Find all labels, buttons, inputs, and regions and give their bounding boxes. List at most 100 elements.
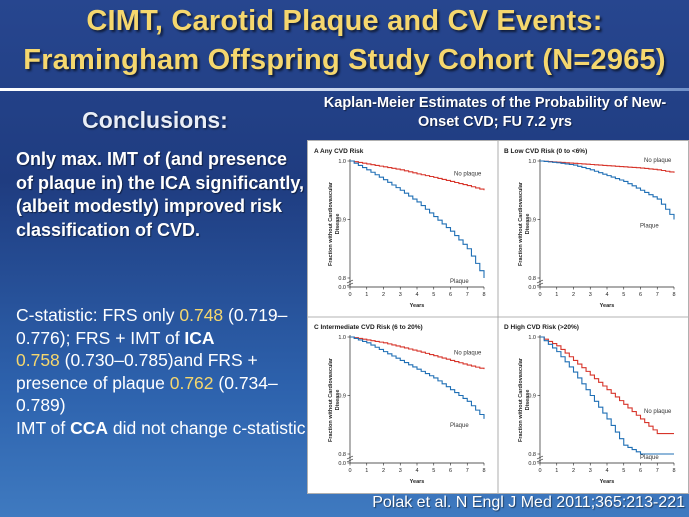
cca-text: IMT of CCA did not change c-statistic [16,417,308,440]
y-axis-label: Fraction without CardiovascularDisease [328,357,341,442]
c-stat-prefix: C-statistic: FRS only [16,305,180,325]
series-plaque-line [540,160,675,220]
y-axis-label: Fraction without CardiovascularDisease [518,357,531,442]
x-tick-label: 1 [555,292,558,298]
series-plaque-line [350,336,485,419]
conclusions-heading: Conclusions: [82,107,228,133]
title-divider [0,88,689,91]
panel-b: B Low CVD Risk (0 to <6%) 0.0 0.8 0.9 1.0 0 1 2… [504,148,676,309]
x-tick-label: 3 [589,468,592,474]
series-label-plaque: Plaque [640,224,659,230]
x-tick-label: 4 [415,292,418,298]
series-label-no-plaque: No plaque [644,158,672,164]
series-label-no-plaque: No plaque [644,409,672,415]
series-no-plaque-line [540,160,675,173]
c-statistic-paragraph: C-statistic: FRS only 0.748 (0.719–0.776… [16,304,308,439]
panel-title-d: D High CVD Risk (>20%) [504,324,579,331]
series-label-plaque: Plaque [450,279,469,285]
y-tick-label: 1.0 [528,335,536,341]
x-tick-label: 8 [672,292,675,298]
y-tick-label: 0.8 [528,276,536,282]
x-tick-label: 5 [432,468,435,474]
panel-d: D High CVD Risk (>20%) 0.0 0.8 0.9 1.0 0 1 2 3 4 5… [504,324,676,485]
axis-break-mark [536,279,544,287]
cca-label: CCA [70,417,109,438]
y-tick-label: 0.8 [528,452,536,458]
x-tick-label: 0 [538,292,541,298]
x-tick-label: 2 [382,292,385,298]
y-tick-label: 0.8 [338,452,346,458]
ica-label: ICA [184,327,215,348]
cca-suffix: did not change c-statistic [108,417,306,438]
x-tick-label: 7 [656,468,659,474]
x-tick-label: 5 [622,468,625,474]
panel-title-b: B Low CVD Risk (0 to <6%) [504,148,587,155]
km-chart-svg: A Any CVD Risk 0.0 0.8 0.9 1.0 0 1 2 3 4 5 6 7 8 Years… [308,141,688,493]
x-tick-label: 7 [656,292,659,298]
slide-title-line1: CIMT, Carotid Plaque and CV Events: [86,5,603,37]
series-label-plaque: Plaque [450,423,469,429]
x-tick-label: 5 [432,292,435,298]
series-plaque-line [350,160,485,278]
frs-ica-ci: (0.730–0.785)and FRS + presence of plaqu… [16,350,258,393]
y-tick-label: 1.0 [528,159,536,165]
series-plaque-line [540,336,674,455]
x-tick-label: 8 [672,468,675,474]
y-tick-label: 0.0 [338,285,346,291]
x-tick-label: 4 [605,468,608,474]
x-axis-label: Years [410,479,425,485]
y-tick-label: 0.8 [338,276,346,282]
conclusion-statement: Only max. IMT of (and presence of plaque… [16,149,305,240]
x-tick-label: 8 [482,292,485,298]
y-tick-label: 0.9 [528,394,536,400]
y-tick-label: 1.0 [338,335,346,341]
y-tick-label: 0.0 [528,461,536,467]
x-tick-label: 3 [399,292,402,298]
c-statistic-text: C-statistic: FRS only 0.748 (0.719–0.776… [16,304,308,417]
x-tick-label: 1 [365,468,368,474]
y-tick-label: 0.0 [528,285,536,291]
frs-plaque-ci: (0.734–0.789) [16,372,278,416]
y-axis-label: Fraction without CardiovascularDisease [518,181,531,266]
x-tick-label: 1 [365,292,368,298]
frs-ica-value: 0.758 [16,350,60,370]
axis-break-mark [346,455,354,463]
y-tick-label: 0.9 [338,394,346,400]
x-tick-label: 2 [382,468,385,474]
panel-title-c: C Intermediate CVD Risk (6 to 20%) [314,324,423,331]
km-figure: A Any CVD Risk 0.0 0.8 0.9 1.0 0 1 2 3 4 5 6 7 8 Years… [307,140,689,494]
figure-title: Kaplan-Meier Estimates of the Probabilit… [323,95,667,130]
slide-title-line2: Framingham Offspring Study Cohort (N=296… [23,44,666,76]
x-tick-label: 3 [399,468,402,474]
x-tick-label: 6 [449,292,452,298]
series-no-plaque-line [350,336,485,370]
x-tick-label: 4 [415,468,418,474]
y-axis-label: Fraction without CardiovascularDisease [328,181,341,266]
x-tick-label: 6 [639,468,642,474]
series-no-plaque-line [350,160,485,191]
y-tick-label: 0.9 [528,218,536,224]
x-axis-label: Years [600,303,615,309]
x-tick-label: 4 [605,292,608,298]
x-tick-label: 1 [555,468,558,474]
series-label-no-plaque: No plaque [454,171,482,177]
x-tick-label: 6 [639,292,642,298]
x-tick-label: 2 [572,468,575,474]
frs-plaque-value: 0.762 [169,372,214,393]
axis-break-mark [536,455,544,463]
x-tick-label: 7 [466,468,469,474]
panel-title-a: A Any CVD Risk [314,148,364,155]
x-axis-label: Years [410,303,425,309]
frs-only-ci: (0.719–0.776); FRS + IMT of [16,305,288,348]
x-tick-label: 6 [449,468,452,474]
x-axis-label: Years [600,479,615,485]
frs-only-value: 0.748 [179,305,224,325]
x-tick-label: 0 [538,468,541,474]
axis-break-mark [346,279,354,287]
x-tick-label: 5 [622,292,625,298]
series-label-plaque: Plaque [640,455,659,461]
x-tick-label: 2 [572,292,575,298]
x-tick-label: 7 [466,292,469,298]
y-tick-label: 0.0 [338,461,346,467]
series-no-plaque-line [540,336,674,435]
